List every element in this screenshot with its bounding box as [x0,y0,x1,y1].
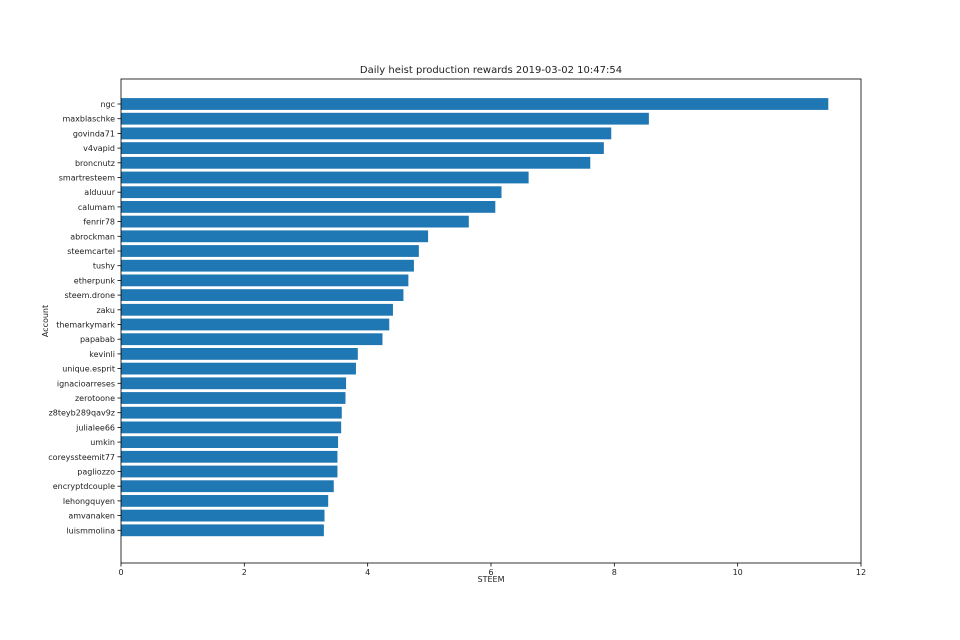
y-tick-label: alduuur [84,188,115,197]
y-tick-label: ignacioarreses [57,379,115,388]
bar-kevinli [121,348,358,360]
bar-etherpunk [121,274,409,287]
x-axis: 0 2 4 6 8 10 12 [118,563,866,577]
y-tick-label: julialee66 [75,423,115,432]
bar-julialee66 [121,421,342,434]
bars-group [121,98,829,537]
bar-umkin [121,436,339,448]
x-tick-label: 2 [242,568,247,577]
x-tick-label: 0 [118,568,123,577]
bar-papabab [121,333,383,346]
bar-lehongquyen [121,495,329,507]
y-tick-label: v4vapid [83,144,115,153]
bar-alduuur [121,186,502,199]
y-tick-label: luismmolina [66,526,115,535]
y-tick-label: broncnutz [75,159,115,168]
bar-broncnutz [121,156,591,169]
bar-steem.drone [121,289,404,301]
bar-smartresteem [121,171,529,184]
chart-title: Daily heist production rewards 2019-03-0… [360,65,622,76]
y-tick-label: encryptdcouple [53,482,115,491]
bar-luismmolina [121,524,324,537]
x-tick-label: 10 [733,568,743,577]
bar-v4vapid [121,142,604,154]
bar-fenrir78 [121,215,469,228]
y-tick-label: themarkymark [56,321,115,330]
y-tick-label: unique.esprit [62,365,115,374]
bar-z8teyb289qav9z [121,406,342,419]
y-tick-label: coreyssteemit77 [48,453,115,462]
bar-themarkymark [121,318,390,331]
x-axis-title: STEEM [478,575,505,584]
x-tick-label: 6 [488,568,493,577]
y-tick-label: govinda71 [73,129,115,138]
y-tick-label: steemcartel [67,247,115,256]
bar-coreyssteemit77 [121,450,338,463]
bar-govinda71 [121,127,612,140]
bar-steemcartel [121,245,419,257]
y-tick-label: fenrir78 [83,218,115,227]
y-tick-label: papabab [80,335,115,344]
y-tick-label: smartresteem [59,174,115,183]
bar-ngc [121,98,829,110]
bar-encryptdcouple [121,480,334,493]
y-tick-label: ngc [100,100,115,109]
bar-calumam [121,201,496,213]
bar-abrockman [121,230,429,243]
y-axis: ngc maxblaschke govinda71 v4vapid broncnutz s… [48,100,121,535]
bar-tushy [121,259,414,272]
bar-zerotoone [121,392,346,404]
y-tick-label: kevinli [89,350,115,359]
bar-maxblaschke [121,112,649,125]
bar-ignacioarreses [121,377,347,390]
x-tick-label: 12 [856,568,866,577]
y-tick-label: maxblaschke [62,115,115,124]
y-axis-title: Account [41,305,50,337]
y-tick-label: zerotoone [75,394,115,403]
y-tick-label: amvanaken [68,512,115,521]
y-tick-label: calumam [78,203,115,212]
bar-unique.esprit [121,362,356,375]
y-tick-label: tushy [93,262,115,271]
x-tick-label: 8 [612,568,617,577]
y-tick-label: lehongquyen [63,497,115,506]
y-tick-label: pagliozzo [77,468,115,477]
bar-zaku [121,303,393,316]
y-tick-label: umkin [90,438,115,447]
x-tick-label: 4 [365,568,370,577]
y-tick-label: zaku [96,306,115,315]
y-tick-label: etherpunk [74,276,116,285]
bar-pagliozzo [121,465,338,478]
y-tick-label: abrockman [70,232,115,241]
y-tick-label: steem.drone [64,291,115,300]
y-tick-label: z8teyb289qav9z [49,409,115,418]
bar-amvanaken [121,509,325,522]
